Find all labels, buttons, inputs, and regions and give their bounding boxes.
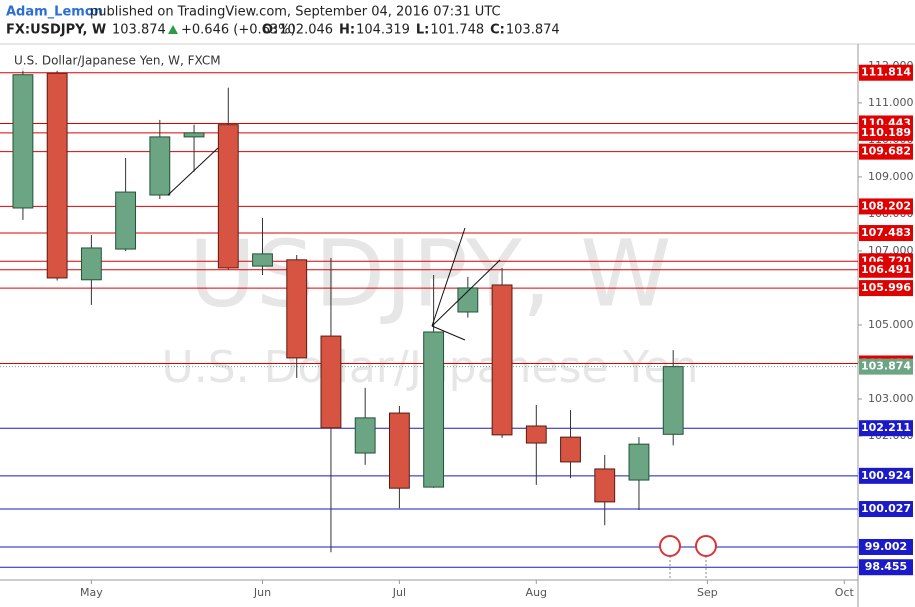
level-label-bg [859, 280, 913, 297]
level-label: 99.002 [865, 540, 907, 553]
level-label-bg [859, 467, 913, 484]
y-tick-label: 105.000 [868, 318, 914, 331]
level-label: 110.189 [861, 126, 911, 139]
x-tick-label: Jun [253, 586, 271, 599]
level-label: 98.455 [865, 560, 907, 573]
level-label-bg [859, 420, 913, 437]
level-label-bg [859, 198, 913, 215]
published: published on TradingView.com, September … [90, 5, 501, 20]
event-icon[interactable] [659, 535, 681, 557]
ohlc-label: L: [416, 23, 429, 38]
candle-body [80, 247, 102, 281]
trendline [167, 147, 219, 196]
candle-body [525, 425, 547, 444]
title-bg [8, 51, 238, 71]
candle-body [46, 72, 68, 279]
author[interactable]: Adam_Lemon [6, 5, 103, 20]
level-label: 100.924 [861, 469, 911, 482]
candle-body [115, 191, 137, 250]
candle-body [252, 253, 273, 267]
y-tick-label: 109.000 [868, 170, 914, 183]
up-arrow [168, 25, 178, 34]
level-label-bg [859, 538, 913, 555]
candle-body [628, 443, 650, 481]
y-tick-label: 103.000 [868, 392, 914, 405]
ohlc-value: 102.046 [279, 23, 333, 38]
x-tick-label: Oct [835, 586, 855, 599]
candle-body [491, 284, 513, 436]
trendline [431, 259, 501, 327]
ohlc-label: O: [262, 23, 278, 38]
x-tick-label: May [80, 586, 103, 599]
x-tick-label: Aug [526, 586, 547, 599]
level-label-bg [859, 559, 913, 576]
level-label: 106.491 [861, 263, 911, 276]
level-label-bg [859, 143, 913, 160]
ohlc-line: O: 102.046 H: 104.319 L: 101.748 C: 103.874 [262, 23, 560, 38]
candle-body [388, 412, 410, 489]
level-label: 102.211 [861, 421, 911, 434]
ohlc-value: 104.319 [356, 23, 410, 38]
watermark: USDJPY, W [189, 220, 672, 327]
trendline [431, 227, 466, 327]
x-tick-label: Jul [392, 586, 406, 599]
ohlc-value: 101.748 [430, 23, 484, 38]
ohlc-label: C: [490, 23, 505, 38]
change: +0.646 (+0.63%) [181, 23, 296, 38]
candle-body [320, 335, 342, 429]
trendline [431, 325, 466, 341]
ohlc-label: H: [339, 23, 355, 38]
level-label: 109.682 [861, 145, 911, 158]
y-tick-label: 111.000 [868, 96, 914, 109]
level-label: 105.996 [861, 281, 911, 294]
level-label: 111.814 [861, 66, 911, 79]
candle-body [560, 436, 581, 463]
ohlc-value: 103.874 [506, 23, 560, 38]
chart-title: U.S. Dollar/Japanese Yen, W, FXCM [14, 54, 221, 68]
level-label-bg [859, 501, 913, 518]
candle-body [286, 259, 308, 359]
x-tick-label: Sep [697, 586, 718, 599]
candles [12, 67, 684, 553]
candle-body [423, 331, 445, 488]
candle-body [594, 468, 616, 503]
candle-body [662, 366, 684, 435]
level-label-bg [859, 124, 913, 141]
trendlines [167, 147, 501, 341]
level-label: 100.027 [861, 502, 911, 515]
last-price-bg [859, 358, 913, 375]
candle-body [217, 124, 239, 269]
candle-body [457, 287, 479, 313]
candle-body [149, 136, 171, 196]
levels [0, 72, 858, 568]
candle-body [183, 132, 205, 138]
level-label-bg [859, 261, 913, 278]
event-icon[interactable] [695, 535, 717, 557]
candle-body [12, 74, 34, 209]
level-label-bg [859, 64, 913, 81]
events [659, 535, 717, 580]
last-price-label: 103.874 [861, 360, 911, 373]
last: 103.874 [112, 23, 166, 38]
axes: 99.000100.000101.000102.000103.000104.00… [80, 59, 913, 599]
level-label: 108.202 [861, 199, 911, 212]
symbol: FX:USDJPY, W [6, 23, 106, 38]
level-label: 107.483 [861, 226, 911, 239]
level-label-bg [859, 225, 913, 242]
candle-body [354, 417, 376, 454]
